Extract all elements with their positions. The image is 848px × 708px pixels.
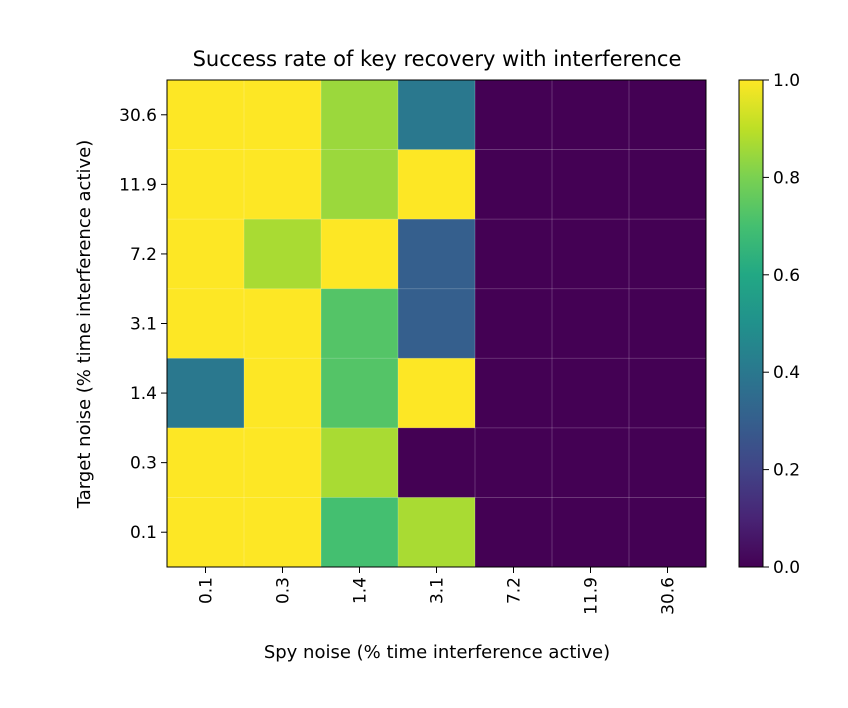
colorbar-tick-label: 0.8 [773, 168, 800, 188]
colorbar-tick-label: 0.0 [773, 558, 800, 578]
heatmap-cell [321, 497, 399, 568]
heatmap-cell [475, 80, 553, 151]
heatmap-gridlines [167, 80, 706, 567]
y-tick-label: 30.6 [119, 106, 157, 126]
heatmap-cell [167, 149, 245, 220]
heatmap-cell [398, 427, 476, 498]
heatmap-cell [167, 219, 245, 290]
heatmap-cell [167, 80, 245, 151]
heatmap-cell [475, 427, 553, 498]
heatmap-cell [398, 80, 476, 151]
heatmap-cell [475, 358, 553, 429]
heatmap-cells [167, 80, 707, 568]
heatmap-cell [167, 358, 245, 429]
heatmap-cell [552, 219, 630, 290]
colorbar-tick-label: 0.4 [773, 363, 800, 383]
x-tick-label: 7.2 [505, 577, 525, 604]
heatmap-cell [552, 288, 630, 359]
x-axis-ticks: 0.1 0.3 1.4 3.1 7.2 11.9 30.6 [197, 567, 679, 615]
x-tick-label: 30.6 [659, 577, 679, 615]
heatmap-cell [398, 358, 476, 429]
heatmap-cell [629, 358, 707, 429]
x-tick-label: 0.1 [197, 577, 217, 604]
heatmap-cell [398, 288, 476, 359]
y-tick-label: 0.1 [130, 523, 157, 543]
heatmap-cell [629, 427, 707, 498]
heatmap-cell [629, 80, 707, 151]
heatmap-cell [167, 497, 245, 568]
heatmap-cell [475, 288, 553, 359]
heatmap-cell [475, 497, 553, 568]
x-tick-label: 0.3 [274, 577, 294, 604]
colorbar-ticks: 0.0 0.2 0.4 0.6 0.8 1.0 [763, 71, 800, 578]
x-tick-label: 1.4 [351, 577, 371, 604]
heatmap-cell [552, 80, 630, 151]
heatmap-cell [552, 427, 630, 498]
y-tick-label: 11.9 [119, 175, 157, 195]
heatmap-cell [244, 80, 322, 151]
heatmap-cell [321, 288, 399, 359]
heatmap-cell [321, 219, 399, 290]
heatmap-cell [629, 219, 707, 290]
heatmap-cell [552, 149, 630, 220]
heatmap-cell [398, 497, 476, 568]
x-tick-label: 3.1 [428, 577, 448, 604]
heatmap-cell [629, 288, 707, 359]
chart-title: Success rate of key recovery with interf… [193, 47, 682, 71]
y-axis-label: Target noise (% time interference active… [74, 140, 95, 510]
colorbar-tick-label: 0.6 [773, 266, 800, 286]
heatmap-cell [167, 288, 245, 359]
heatmap-cell [244, 358, 322, 429]
heatmap-cell [475, 149, 553, 220]
colorbar-tick-label: 0.2 [773, 461, 800, 481]
heatmap-cell [475, 219, 553, 290]
heatmap-cell [321, 80, 399, 151]
y-tick-label: 1.4 [130, 384, 157, 404]
y-axis-ticks: 30.6 11.9 7.2 3.1 1.4 0.3 0.1 [119, 106, 167, 543]
heatmap-cell [321, 149, 399, 220]
heatmap-cell [244, 497, 322, 568]
heatmap-cell [321, 358, 399, 429]
heatmap-cell [629, 149, 707, 220]
heatmap-cell [244, 288, 322, 359]
heatmap-cell [167, 427, 245, 498]
y-tick-label: 0.3 [130, 454, 157, 474]
heatmap-cell [398, 219, 476, 290]
heatmap-cell [552, 358, 630, 429]
x-axis-label: Spy noise (% time interference active) [264, 642, 610, 663]
colorbar-tick-label: 1.0 [773, 71, 800, 91]
heatmap-cell [321, 427, 399, 498]
y-tick-label: 3.1 [130, 315, 157, 335]
heatmap-cell [398, 149, 476, 220]
heatmap-cell [244, 149, 322, 220]
colorbar [738, 79, 764, 568]
y-tick-label: 7.2 [130, 245, 157, 265]
heatmap-cell [552, 497, 630, 568]
heatmap-cell [244, 427, 322, 498]
x-tick-label: 11.9 [582, 577, 602, 615]
heatmap-cell [244, 219, 322, 290]
heatmap-cell [629, 497, 707, 568]
